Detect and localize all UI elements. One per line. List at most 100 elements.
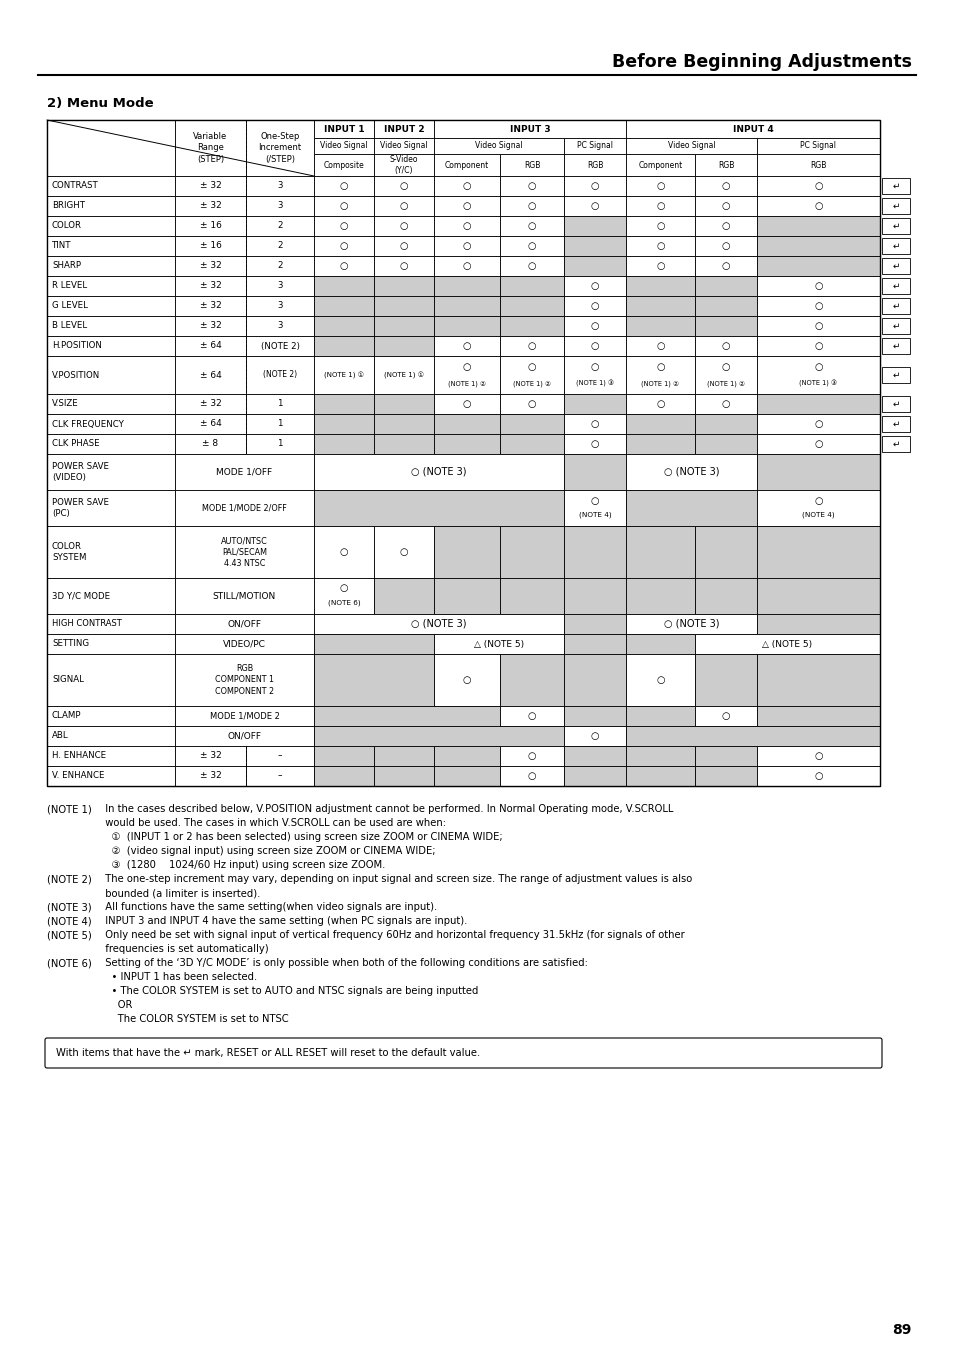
Bar [499, 255, 563, 276]
Bar [563, 276, 625, 296]
Text: ○: ○ [721, 261, 729, 272]
Text: ↵: ↵ [891, 301, 899, 311]
Bar [882, 338, 909, 354]
Text: ↵: ↵ [891, 342, 899, 350]
Text: frequencies is set automatically): frequencies is set automatically) [99, 944, 269, 954]
Bar [47, 255, 174, 276]
Text: ABL: ABL [52, 731, 69, 740]
Bar [882, 238, 909, 254]
Bar [695, 578, 757, 613]
Text: RGB: RGB [523, 161, 539, 169]
Text: HIGH CONTRAST: HIGH CONTRAST [52, 620, 122, 628]
Text: ○: ○ [721, 362, 729, 372]
Text: ○: ○ [527, 222, 536, 231]
Text: (NOTE 4): (NOTE 4) [801, 512, 834, 519]
Text: COLOR: COLOR [52, 222, 82, 231]
Text: ○: ○ [656, 181, 664, 190]
Text: (NOTE 5): (NOTE 5) [47, 929, 91, 940]
Bar [246, 120, 314, 176]
Text: ○: ○ [656, 261, 664, 272]
Text: (NOTE 1) ②: (NOTE 1) ② [706, 380, 744, 386]
Bar [625, 154, 695, 176]
Bar [374, 154, 434, 176]
Bar [374, 296, 434, 316]
Bar [434, 255, 499, 276]
Bar [47, 766, 174, 786]
Bar [246, 196, 314, 216]
Text: Video Signal: Video Signal [320, 142, 368, 150]
Bar [499, 746, 563, 766]
Text: 3: 3 [277, 201, 282, 211]
Text: ○: ○ [462, 181, 471, 190]
Bar [174, 196, 246, 216]
Bar [563, 725, 625, 746]
Text: △ (NOTE 5): △ (NOTE 5) [761, 639, 812, 648]
Bar [625, 707, 695, 725]
Bar [563, 336, 625, 357]
Text: Setting of the ‘3D Y/C MODE’ is only possible when both of the following conditi: Setting of the ‘3D Y/C MODE’ is only pos… [99, 958, 587, 969]
Bar [695, 526, 757, 578]
Bar [174, 766, 246, 786]
Bar [174, 454, 314, 490]
Text: ○: ○ [590, 281, 598, 290]
Text: –: – [277, 771, 282, 781]
Text: 2: 2 [277, 222, 282, 231]
Text: RGB: RGB [586, 161, 602, 169]
Bar [314, 434, 374, 454]
Bar [434, 216, 499, 236]
Text: VIDEO/PC: VIDEO/PC [223, 639, 266, 648]
Text: ↵: ↵ [891, 181, 899, 190]
Bar [695, 296, 757, 316]
Text: CLK PHASE: CLK PHASE [52, 439, 99, 449]
Bar [757, 138, 879, 154]
Bar [374, 255, 434, 276]
Bar [174, 413, 246, 434]
Text: (NOTE 4): (NOTE 4) [578, 512, 611, 519]
Text: bounded (a limiter is inserted).: bounded (a limiter is inserted). [99, 888, 260, 898]
Bar [174, 526, 314, 578]
Bar [434, 138, 563, 154]
Bar [757, 490, 879, 526]
Bar [695, 316, 757, 336]
Text: ○: ○ [462, 240, 471, 251]
Text: (NOTE 4): (NOTE 4) [47, 916, 91, 925]
Bar [434, 316, 499, 336]
Text: ○: ○ [399, 181, 408, 190]
Text: ↵: ↵ [891, 420, 899, 428]
Bar [695, 634, 879, 654]
Bar [757, 454, 879, 490]
Bar [563, 296, 625, 316]
Bar [246, 276, 314, 296]
Text: ○: ○ [527, 711, 536, 721]
Text: ○: ○ [527, 240, 536, 251]
Bar [434, 413, 499, 434]
Text: ↵: ↵ [891, 262, 899, 270]
Bar [314, 138, 374, 154]
Text: (NOTE 1): (NOTE 1) [47, 804, 91, 815]
Bar [314, 454, 563, 490]
Bar [499, 357, 563, 394]
Text: 89: 89 [892, 1323, 911, 1337]
Text: Variable
Range
(STEP): Variable Range (STEP) [193, 131, 228, 165]
Bar [47, 746, 174, 766]
Text: ○: ○ [590, 201, 598, 211]
Bar [625, 236, 695, 255]
Bar [314, 746, 374, 766]
Bar [434, 766, 499, 786]
Text: ○: ○ [527, 751, 536, 761]
Text: ○: ○ [814, 496, 821, 505]
Text: ○ (NOTE 3): ○ (NOTE 3) [663, 619, 719, 630]
Text: 3: 3 [277, 181, 282, 190]
Bar [757, 255, 879, 276]
Text: ○: ○ [590, 322, 598, 331]
Bar [174, 725, 314, 746]
Text: POWER SAVE
(PC): POWER SAVE (PC) [52, 499, 109, 517]
Bar [625, 296, 695, 316]
Text: V. ENHANCE: V. ENHANCE [52, 771, 105, 781]
Text: ○ (NOTE 3): ○ (NOTE 3) [411, 467, 466, 477]
Bar [625, 746, 695, 766]
Bar [757, 434, 879, 454]
Text: ○: ○ [527, 181, 536, 190]
Bar [246, 336, 314, 357]
Text: ± 32: ± 32 [199, 301, 221, 311]
